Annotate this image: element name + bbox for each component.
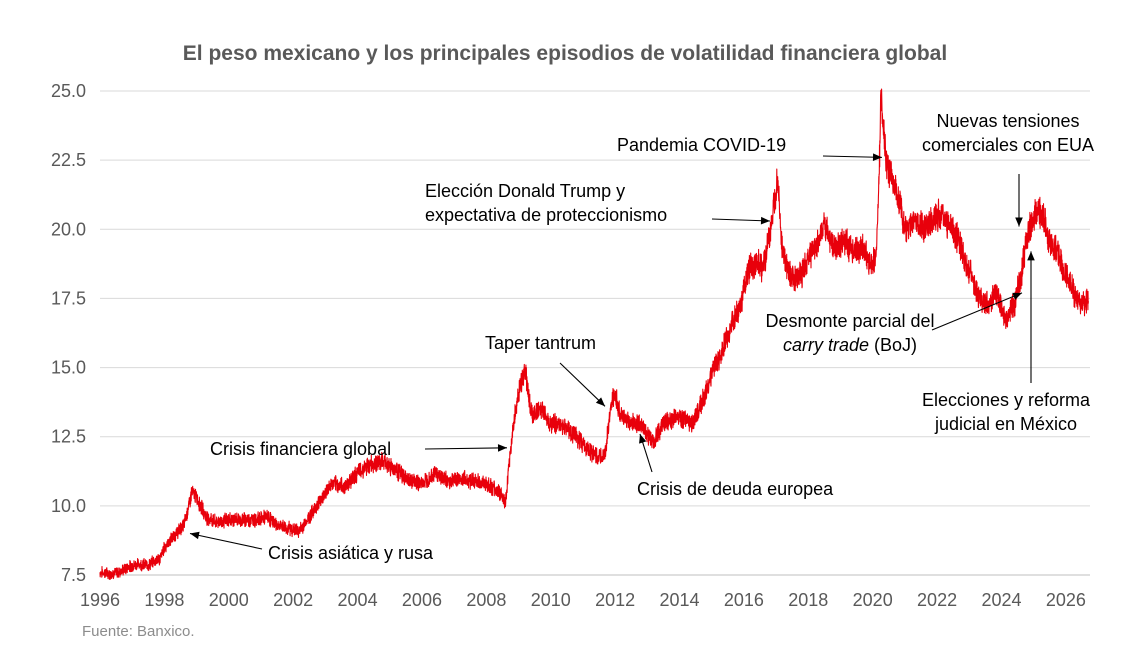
annotation-financiera: Crisis financiera global: [210, 439, 508, 459]
arrowhead: [595, 397, 605, 407]
gridlines: [100, 90, 1090, 576]
annotation-text: judicial en México: [934, 414, 1077, 434]
annotation-elecciones: Elecciones y reforma judicial en México: [922, 251, 1091, 434]
annotation-label: Desmonte parcial del: [765, 311, 934, 331]
annotation-label: Pandemia COVID-19: [617, 135, 786, 155]
annotation-label: Crisis asiática y rusa: [268, 543, 434, 563]
annotation-taper: Taper tantrum: [485, 333, 606, 407]
arrowhead: [1012, 292, 1022, 300]
arrowhead: [639, 433, 647, 444]
x-tick-label: 2008: [466, 590, 506, 610]
x-tick-label: 2010: [531, 590, 571, 610]
annotation-europea: Crisis de deuda europea: [637, 433, 834, 499]
annotation-label: Elecciones y reforma: [922, 390, 1091, 410]
annotation-text: comerciales con EUA: [922, 135, 1094, 155]
annotation-text: Taper tantrum: [485, 333, 596, 353]
series-lines: [99, 88, 1089, 580]
source-note: Fuente: Banxico.: [82, 623, 195, 640]
annotation-text: Crisis de deuda europea: [637, 479, 834, 499]
annotation-arrow: [931, 292, 1023, 331]
x-tick-label: 2016: [724, 590, 764, 610]
arrowhead: [1015, 217, 1023, 227]
annotation-arrow: [189, 532, 263, 550]
x-tick-label: 2002: [273, 590, 313, 610]
annotation-carry: Desmonte parcial del carry trade (BoJ): [765, 292, 1023, 355]
arrowhead: [760, 216, 770, 225]
annotation-arrow: [711, 218, 771, 222]
annotation-label: carry trade (BoJ): [783, 335, 917, 355]
y-tick-label: 7.5: [61, 565, 86, 585]
annotation-covid: Pandemia COVID-19: [617, 135, 883, 161]
y-tick-label: 22.5: [51, 150, 86, 170]
annotation-tensiones: Nuevas tensiones comerciales con EUA: [922, 111, 1094, 227]
y-tick-label: 15.0: [51, 358, 86, 378]
x-tick-label: 1998: [144, 590, 184, 610]
x-tick-label: 2024: [981, 590, 1021, 610]
y-tick-label: 17.5: [51, 288, 86, 308]
annotation-trump: Elección Donald Trump y expectativa de pr…: [425, 181, 771, 225]
arrowhead: [1027, 251, 1035, 261]
annotation-text: Nuevas tensiones: [936, 111, 1079, 131]
annotation-arrow: [424, 447, 508, 450]
annotation-label: Crisis de deuda europea: [637, 479, 834, 499]
x-tick-label: 2026: [1046, 590, 1086, 610]
y-axis: 7.5 10.0 12.5 15.0 17.5 20.0 22.5 25.0: [51, 81, 86, 585]
annotation-label: Elección Donald Trump y: [425, 181, 625, 201]
x-tick-label: 2004: [338, 590, 378, 610]
annotation-text: expectativa de proteccionismo: [425, 205, 667, 225]
annotation-text: Crisis financiera global: [210, 439, 391, 459]
series-line-0: [99, 88, 1089, 580]
annotation-text: Desmonte parcial del: [765, 311, 934, 331]
annotation-label: Taper tantrum: [485, 333, 596, 353]
arrowhead: [872, 153, 882, 161]
annotation-arrow: [822, 155, 883, 158]
y-tick-label: 12.5: [51, 427, 86, 447]
annotation-asiatica: Crisis asiática y rusa: [189, 531, 434, 563]
arrowhead: [190, 531, 200, 540]
annotation-text: Elecciones y reforma: [922, 390, 1091, 410]
x-tick-label: 1996: [80, 590, 120, 610]
x-tick-label: 2006: [402, 590, 442, 610]
x-tick-label: 2014: [659, 590, 699, 610]
x-tick-label: 2022: [917, 590, 957, 610]
x-tick-label: 2018: [788, 590, 828, 610]
annotation-label: Crisis financiera global: [210, 439, 391, 459]
annotation-label: judicial en México: [934, 414, 1077, 434]
annotation-label: Nuevas tensiones: [936, 111, 1079, 131]
y-tick-label: 25.0: [51, 81, 86, 101]
annotations: Crisis asiática y rusa Crisis financiera …: [189, 111, 1094, 563]
annotation-text: carry trade: [783, 335, 869, 355]
arrowhead: [497, 444, 507, 452]
annotation-label: comerciales con EUA: [922, 135, 1094, 155]
x-tick-label: 2020: [853, 590, 893, 610]
annotation-text: Crisis asiática y rusa: [268, 543, 434, 563]
annotation-text: Pandemia COVID-19: [617, 135, 786, 155]
y-tick-label: 20.0: [51, 219, 86, 239]
x-tick-label: 2012: [595, 590, 635, 610]
y-tick-label: 10.0: [51, 496, 86, 516]
x-tick-label: 2000: [209, 590, 249, 610]
x-axis: 1996 1998 2000 2002 2004 2006 2008 2010 2012 2014…: [80, 590, 1086, 610]
annotation-label: expectativa de proteccionismo: [425, 205, 667, 225]
chart-title: El peso mexicano y los principales episo…: [183, 42, 947, 65]
annotation-text: Elección Donald Trump y: [425, 181, 625, 201]
annotation-text: (BoJ): [869, 335, 917, 355]
annotation-arrow: [559, 362, 606, 407]
